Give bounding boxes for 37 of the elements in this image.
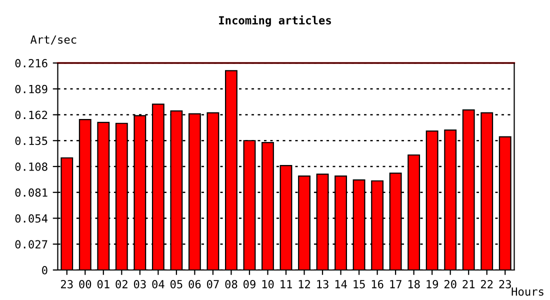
y-tick-label: 0.189 — [15, 84, 48, 94]
x-tick-label: 20 — [444, 280, 456, 288]
x-tick-label: 23 — [499, 280, 511, 288]
x-tick-label: 06 — [188, 280, 201, 288]
x-axis-title: Hours — [512, 287, 544, 296]
x-tick-label: 18 — [408, 280, 420, 288]
x-tick-label: 03 — [134, 280, 146, 288]
y-tick-label: 0.081 — [15, 188, 48, 197]
x-tick-label: 22 — [480, 280, 493, 288]
x-tick-label: 07 — [206, 280, 219, 288]
x-tick-label: 02 — [116, 280, 128, 288]
chart-title: Incoming articles — [219, 15, 331, 27]
x-tick-label: 15 — [354, 280, 365, 288]
y-tick-label: 0.108 — [15, 162, 48, 171]
x-tick-label: 23 — [61, 280, 73, 288]
x-tick-label: 04 — [152, 280, 164, 288]
x-tick-label: 09 — [244, 280, 256, 288]
x-tick-label: 11 — [280, 280, 292, 288]
x-tick-label: 08 — [225, 280, 238, 288]
y-tick-label: 0.027 — [15, 240, 48, 249]
x-tick-label: 19 — [426, 280, 438, 288]
x-tick-label: 13 — [317, 280, 328, 288]
x-tick-label: 14 — [335, 280, 347, 288]
y-tick-label: 0 — [42, 266, 48, 274]
y-axis-title: Art/sec — [30, 35, 76, 45]
x-tick-label: 01 — [97, 280, 110, 288]
x-tick-label: 10 — [262, 280, 274, 288]
x-tick-label: 12 — [298, 280, 310, 288]
y-tick-label: 0.162 — [15, 110, 48, 120]
x-tick-label: 00 — [79, 280, 92, 288]
x-tick-label: 16 — [372, 280, 384, 288]
x-tick-label: 05 — [170, 280, 182, 288]
y-tick-label: 0.054 — [15, 214, 48, 223]
y-tick-label: 0.216 — [15, 59, 48, 68]
x-tick-label: 21 — [462, 280, 475, 288]
x-tick-label: 17 — [390, 280, 402, 288]
y-tick-label: 0.135 — [15, 136, 48, 146]
